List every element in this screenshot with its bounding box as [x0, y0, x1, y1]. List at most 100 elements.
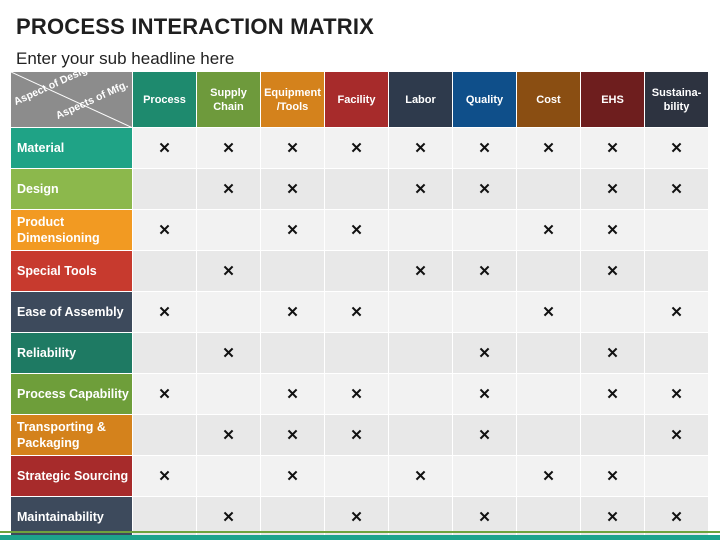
- interaction-mark-cell: ✕: [196, 127, 261, 169]
- interaction-mark-cell: ✕: [132, 127, 197, 169]
- matrix-header-row: Aspect of Design Aspects of Mfg. Process…: [10, 71, 709, 128]
- matrix-corner-cell: Aspect of Design Aspects of Mfg.: [10, 71, 133, 128]
- interaction-mark-cell: ✕: [580, 168, 645, 210]
- interaction-mark-cell: ✕: [452, 414, 517, 456]
- interaction-mark-cell: ✕: [196, 250, 261, 292]
- footer-bar: [0, 531, 720, 540]
- matrix-row: Material ✕ ✕ ✕ ✕ ✕ ✕ ✕ ✕ ✕: [10, 127, 709, 169]
- interaction-mark-cell: ✕: [132, 373, 197, 415]
- empty-cell: [516, 250, 581, 292]
- interaction-mark-cell: ✕: [580, 455, 645, 497]
- cross-mark-icon: ✕: [350, 509, 363, 526]
- cross-mark-icon: ✕: [158, 304, 171, 321]
- interaction-mark-cell: ✕: [580, 373, 645, 415]
- interaction-mark-cell: ✕: [388, 127, 453, 169]
- cross-mark-icon: ✕: [350, 304, 363, 321]
- cross-mark-icon: ✕: [606, 140, 619, 157]
- empty-cell: [580, 291, 645, 333]
- interaction-mark-cell: ✕: [580, 209, 645, 251]
- cross-mark-icon: ✕: [222, 263, 235, 280]
- empty-cell: [132, 168, 197, 210]
- interaction-mark-cell: ✕: [260, 127, 325, 169]
- interaction-mark-cell: ✕: [260, 291, 325, 333]
- empty-cell: [644, 455, 709, 497]
- empty-cell: [196, 373, 261, 415]
- cross-mark-icon: ✕: [414, 181, 427, 198]
- row-header: Material: [10, 127, 133, 169]
- interaction-mark-cell: ✕: [644, 373, 709, 415]
- cross-mark-icon: ✕: [478, 345, 491, 362]
- interaction-mark-cell: ✕: [324, 291, 389, 333]
- cross-mark-icon: ✕: [222, 345, 235, 362]
- empty-cell: [388, 291, 453, 333]
- matrix-row: Reliability ✕ ✕ ✕: [10, 332, 709, 374]
- matrix-row: Process Capability ✕ ✕ ✕ ✕ ✕ ✕: [10, 373, 709, 415]
- empty-cell: [388, 332, 453, 374]
- cross-mark-icon: ✕: [222, 509, 235, 526]
- cross-mark-icon: ✕: [542, 140, 555, 157]
- interaction-mark-cell: ✕: [516, 127, 581, 169]
- cross-mark-icon: ✕: [478, 140, 491, 157]
- empty-cell: [324, 250, 389, 292]
- interaction-mark-cell: ✕: [452, 373, 517, 415]
- empty-cell: [516, 332, 581, 374]
- cross-mark-icon: ✕: [670, 509, 683, 526]
- interaction-mark-cell: ✕: [644, 127, 709, 169]
- cross-mark-icon: ✕: [670, 427, 683, 444]
- empty-cell: [196, 291, 261, 333]
- interaction-mark-cell: ✕: [324, 373, 389, 415]
- cross-mark-icon: ✕: [478, 386, 491, 403]
- row-header: Design: [10, 168, 133, 210]
- empty-cell: [388, 414, 453, 456]
- cross-mark-icon: ✕: [222, 181, 235, 198]
- matrix-row: Special Tools ✕ ✕ ✕ ✕: [10, 250, 709, 292]
- empty-cell: [644, 250, 709, 292]
- interaction-mark-cell: ✕: [452, 250, 517, 292]
- column-header: Quality: [452, 71, 517, 128]
- interaction-mark-cell: ✕: [260, 373, 325, 415]
- cross-mark-icon: ✕: [286, 468, 299, 485]
- column-header: Process: [132, 71, 197, 128]
- interaction-mark-cell: ✕: [388, 168, 453, 210]
- cross-mark-icon: ✕: [350, 427, 363, 444]
- interaction-mark-cell: ✕: [452, 127, 517, 169]
- interaction-mark-cell: ✕: [644, 414, 709, 456]
- footer-stripe-bottom: [0, 535, 720, 540]
- footer-stripe-top: [0, 531, 720, 533]
- interaction-mark-cell: ✕: [580, 332, 645, 374]
- interaction-mark-cell: ✕: [388, 455, 453, 497]
- cross-mark-icon: ✕: [606, 386, 619, 403]
- cross-mark-icon: ✕: [286, 304, 299, 321]
- matrix-row: Design ✕ ✕ ✕ ✕ ✕ ✕: [10, 168, 709, 210]
- empty-cell: [452, 455, 517, 497]
- empty-cell: [580, 414, 645, 456]
- interaction-mark-cell: ✕: [260, 209, 325, 251]
- empty-cell: [260, 332, 325, 374]
- empty-cell: [132, 414, 197, 456]
- empty-cell: [196, 209, 261, 251]
- empty-cell: [516, 373, 581, 415]
- cross-mark-icon: ✕: [222, 140, 235, 157]
- cross-mark-icon: ✕: [542, 468, 555, 485]
- empty-cell: [516, 414, 581, 456]
- empty-cell: [196, 455, 261, 497]
- empty-cell: [324, 168, 389, 210]
- empty-cell: [132, 250, 197, 292]
- empty-cell: [452, 291, 517, 333]
- cross-mark-icon: ✕: [414, 140, 427, 157]
- corner-diagonal: [11, 72, 131, 127]
- cross-mark-icon: ✕: [670, 386, 683, 403]
- matrix-row: Product Dimensioning ✕ ✕ ✕ ✕ ✕: [10, 209, 709, 251]
- interaction-mark-cell: ✕: [516, 291, 581, 333]
- interaction-mark-cell: ✕: [132, 291, 197, 333]
- row-header: Strategic Sourcing: [10, 455, 133, 497]
- empty-cell: [260, 250, 325, 292]
- empty-cell: [644, 209, 709, 251]
- interaction-mark-cell: ✕: [132, 209, 197, 251]
- row-header: Transporting & Packaging: [10, 414, 133, 456]
- cross-mark-icon: ✕: [478, 509, 491, 526]
- column-header: Supply Chain: [196, 71, 261, 128]
- interaction-mark-cell: ✕: [324, 414, 389, 456]
- matrix-row: Strategic Sourcing ✕ ✕ ✕ ✕ ✕: [10, 455, 709, 497]
- column-header: Labor: [388, 71, 453, 128]
